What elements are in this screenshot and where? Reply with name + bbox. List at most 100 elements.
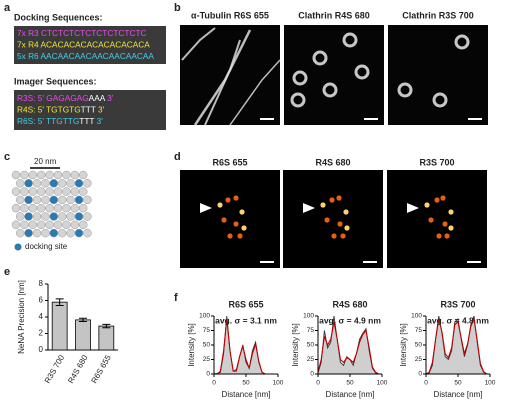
origami-cell [15,212,25,221]
emitter [448,209,454,215]
emitter [436,233,442,239]
micrograph [284,25,384,125]
sequence-part: R3S: 5' GAGAGAG [17,93,89,103]
origami-cell [53,220,63,230]
arrowhead [303,203,315,213]
filament [229,59,281,126]
origami-cell [32,195,42,205]
x-axis-label: Distance [nm] [326,390,375,399]
y-tick-label: 2 [39,329,44,338]
origami-cell [70,187,80,196]
emitter [217,202,223,208]
docking-site [24,228,33,238]
origami-cell [20,170,29,180]
origami-cell [11,170,21,180]
emitter [241,225,247,231]
fit-line [425,316,490,375]
origami-cell [11,187,21,196]
emitter [329,197,335,203]
y-tick-label: 100 [303,313,314,320]
origami-cell [45,170,54,180]
annotation: avg. σ = 4.8 nm [427,315,489,325]
sequence-part: 3' [94,116,103,126]
x-tick-label: 100 [485,380,496,387]
origami-cell [66,195,75,205]
docking-site [49,228,59,238]
y-tick-label: 50 [307,342,315,349]
panel-label: b [174,2,181,14]
emitter [227,233,233,239]
emitter [424,202,430,208]
bar [75,319,91,351]
x-tick-label: 50 [454,380,462,387]
y-tick-label: 100 [199,313,210,320]
docking-site [49,212,59,221]
origami-cell [53,170,63,180]
origami-cell [62,220,71,230]
emitter [324,217,330,223]
docking-site [49,195,59,205]
image-title: R6S 655 [212,157,247,167]
error-bar [55,298,64,306]
chart-title: R6S 655 [228,299,263,309]
y-tick-label: 0 [39,345,44,354]
filament [181,27,216,61]
origami-cell [70,220,80,230]
emitter [428,217,434,223]
sequence: R6S: 5' TTGTTGTTT 3' [17,116,103,126]
vesicle [454,34,470,50]
origami-cell [28,187,38,196]
origami-cell [15,195,25,205]
emitter [237,233,243,239]
x-tick-label: 100 [273,380,284,387]
emitter [344,225,350,231]
vesicle [322,82,338,98]
sequence: R4S: 5' TGTGTGTTT 3' [17,105,105,115]
x-tick-label: 50 [346,380,354,387]
origami-cell [20,187,29,196]
emitter [239,209,245,215]
y-tick-label: 0 [206,371,210,378]
fit-line [317,321,382,375]
imager-title: Imager Sequences: [14,76,97,86]
origami-cell [36,203,46,213]
sequence-part: TTT [81,105,96,115]
y-tick-label: 8 [39,279,44,288]
origami-cell [20,220,29,230]
sequence-part: TTT [79,116,94,126]
sequence-box [14,26,166,64]
annotation: avg. σ = 3.1 nm [215,315,277,325]
origami-cell [66,179,75,188]
sequence: 7x R4 ACACACACACACACACACA [17,40,150,50]
docking-site [74,179,84,188]
origami-cell [66,228,75,238]
image-title: R4S 680 [315,157,350,167]
origami-cell [36,220,46,230]
emitter [337,221,343,227]
origami-cell [83,179,92,188]
emitter [233,195,239,201]
profile-area [426,316,490,374]
origami-cell [36,187,46,196]
error-bar [102,323,111,329]
sequence-part: R4S: 5' TGTGTG [17,105,81,115]
y-tick-label: 50 [415,342,423,349]
origami-cell [41,212,50,221]
x-tick-label: 100 [377,380,388,387]
emitter [442,221,448,227]
docking-site [74,212,84,221]
y-axis-label: Intensity [%] [399,323,408,367]
origami-cell [32,212,42,221]
arrowhead [407,203,419,213]
arrowhead [200,203,212,213]
origami-cell [41,179,50,188]
emitter [233,221,239,227]
image-title: α-Tubulin R6S 655 [191,10,269,20]
y-tick-label: 6 [39,296,44,305]
x-tick-label: R6S 655 [90,353,114,385]
origami-cell [15,179,25,188]
filament [204,39,241,126]
y-axis-label: NeNA Precision [nm] [17,280,26,354]
emitter [331,233,337,239]
chart-title: R3S 700 [440,299,475,309]
